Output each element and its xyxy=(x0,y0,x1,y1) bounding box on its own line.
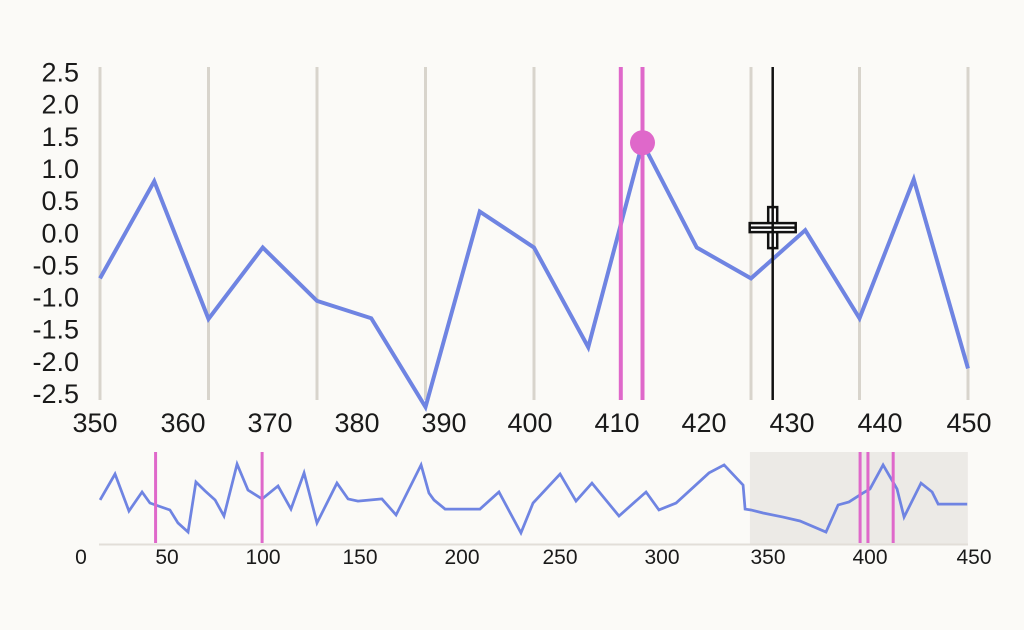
minimap-series xyxy=(98,459,968,546)
y-axis-label: 1.5 xyxy=(41,122,79,152)
minimap-series-line xyxy=(98,459,968,537)
x-axis-label: 420 xyxy=(681,408,726,438)
main-annotations xyxy=(618,67,797,400)
y-axis-label: 1.0 xyxy=(41,154,79,184)
minimap-axis-label: 300 xyxy=(644,546,679,569)
series-line xyxy=(98,137,970,412)
minimap-annotations xyxy=(154,452,895,543)
x-axis-label: 380 xyxy=(334,408,379,438)
y-axis-label: -2.5 xyxy=(32,379,79,409)
crosshair-icon[interactable] xyxy=(748,205,797,250)
y-axis-label: 2.5 xyxy=(41,58,79,88)
main-chart[interactable]: 2.52.01.51.00.50.0-0.5-1.0-1.5-2.0-2.535… xyxy=(32,58,991,439)
main-gridlines xyxy=(98,67,970,400)
x-axis-label: 410 xyxy=(594,408,639,438)
x-axis-label: 390 xyxy=(421,408,466,438)
y-axis-label: 2.0 xyxy=(41,90,79,120)
x-axis-label: 450 xyxy=(946,408,991,438)
x-axis-label: 360 xyxy=(160,408,205,438)
minimap-axis-label: 400 xyxy=(852,546,887,569)
y-axis-label: -1.0 xyxy=(32,283,79,313)
minimap-axis-label: 450 xyxy=(956,546,991,569)
minimap[interactable]: 0 50 100 150 200 250 300 350 400 450 xyxy=(75,452,992,569)
x-axis-label: 350 xyxy=(72,408,117,438)
x-axis-label: 400 xyxy=(507,408,552,438)
x-axis-label: 370 xyxy=(247,408,292,438)
minimap-axis-label: 350 xyxy=(750,546,785,569)
minimap-axis-labels: 0 50 100 150 200 250 300 350 400 450 xyxy=(75,546,991,569)
y-axis-label: -2.0 xyxy=(32,347,79,377)
minimap-axis-label: 0 xyxy=(75,546,87,569)
annotation-point[interactable] xyxy=(630,130,655,156)
y-axis-label: -1.5 xyxy=(32,315,79,345)
minimap-axis-label: 250 xyxy=(542,546,577,569)
y-axis-label: 0.0 xyxy=(41,218,79,248)
minimap-axis-label: 50 xyxy=(155,546,178,569)
minimap-axis-label: 150 xyxy=(342,546,377,569)
y-axis-label: -0.5 xyxy=(32,250,79,280)
main-series xyxy=(98,137,970,412)
x-axis-label: 440 xyxy=(857,408,902,438)
x-axis-label: 430 xyxy=(769,408,814,438)
minimap-axis-label: 200 xyxy=(444,546,479,569)
y-axis-label: 0.5 xyxy=(41,186,79,216)
minimap-axis-label: 100 xyxy=(245,546,280,569)
main-axis-labels: 2.52.01.51.00.50.0-0.5-1.0-1.5-2.0-2.535… xyxy=(32,58,991,439)
